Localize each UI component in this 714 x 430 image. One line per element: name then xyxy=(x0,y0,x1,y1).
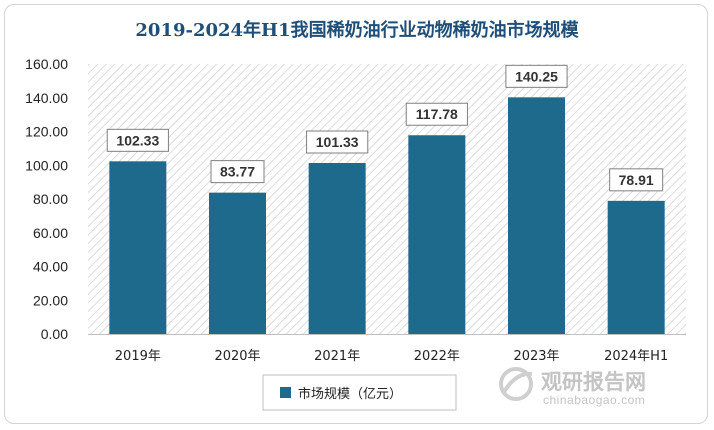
data-label-box xyxy=(210,160,265,184)
bar xyxy=(209,192,266,334)
data-label-box xyxy=(405,102,468,126)
data-label: 117.78 xyxy=(416,106,458,122)
bar xyxy=(308,163,366,334)
watermark-cn: 观研报告网 xyxy=(541,370,646,394)
legend-label: 市场规模（亿元） xyxy=(298,386,402,402)
y-tick-label: 40.00 xyxy=(33,259,68,275)
y-tick-label: 160.00 xyxy=(25,56,68,72)
y-tick-label: 100.00 xyxy=(25,157,68,173)
data-label: 140.25 xyxy=(515,68,558,84)
bars xyxy=(109,97,665,334)
watermark-en: chinabaogao.com xyxy=(543,393,645,407)
data-label-box xyxy=(306,130,369,154)
y-tick-label: 120.00 xyxy=(25,124,68,140)
chart-title: 2019-2024年H1我国稀奶油行业动物稀奶油市场规模 xyxy=(135,20,579,41)
legend-swatch xyxy=(280,387,291,398)
data-label: 83.77 xyxy=(220,164,255,180)
data-label: 101.33 xyxy=(316,134,359,150)
y-tick-label: 140.00 xyxy=(25,90,68,106)
x-axis: 2019年 2020年 2021年 2022年 2023年 2024年H1 xyxy=(88,334,686,364)
legend: 市场规模（亿元） xyxy=(262,374,457,411)
data-label-box xyxy=(106,128,169,152)
bar xyxy=(408,135,466,334)
x-tick-label: 2022年 xyxy=(414,349,460,364)
y-tick-label: 80.00 xyxy=(33,191,68,207)
y-tick-label: 20.00 xyxy=(33,292,68,308)
y-tick-label: 0.00 xyxy=(41,326,68,342)
data-label-box xyxy=(609,168,664,192)
data-labels: 102.33 83.77 101.33 117.78 140.25 78.91 xyxy=(106,64,664,192)
data-label-box xyxy=(505,64,568,88)
watermark: 观研报告网 chinabaogao.com xyxy=(499,367,646,407)
bar xyxy=(508,97,565,334)
data-label: 78.91 xyxy=(619,172,654,188)
plot-area xyxy=(88,64,686,334)
watermark-logo-icon xyxy=(499,367,533,401)
x-tick-label: 2024年H1 xyxy=(604,349,668,364)
data-label: 102.33 xyxy=(116,132,159,148)
x-tick-label: 2021年 xyxy=(314,349,360,364)
bar xyxy=(109,161,167,334)
y-tick-label: 60.00 xyxy=(33,225,68,241)
y-axis: 0.00 20.00 40.00 60.00 80.00 100.00 120.00 140.… xyxy=(25,56,68,342)
x-tick-label: 2020年 xyxy=(214,349,260,364)
x-tick-label: 2019年 xyxy=(115,349,161,364)
x-tick-label: 2023年 xyxy=(513,349,559,364)
bar xyxy=(607,200,665,334)
